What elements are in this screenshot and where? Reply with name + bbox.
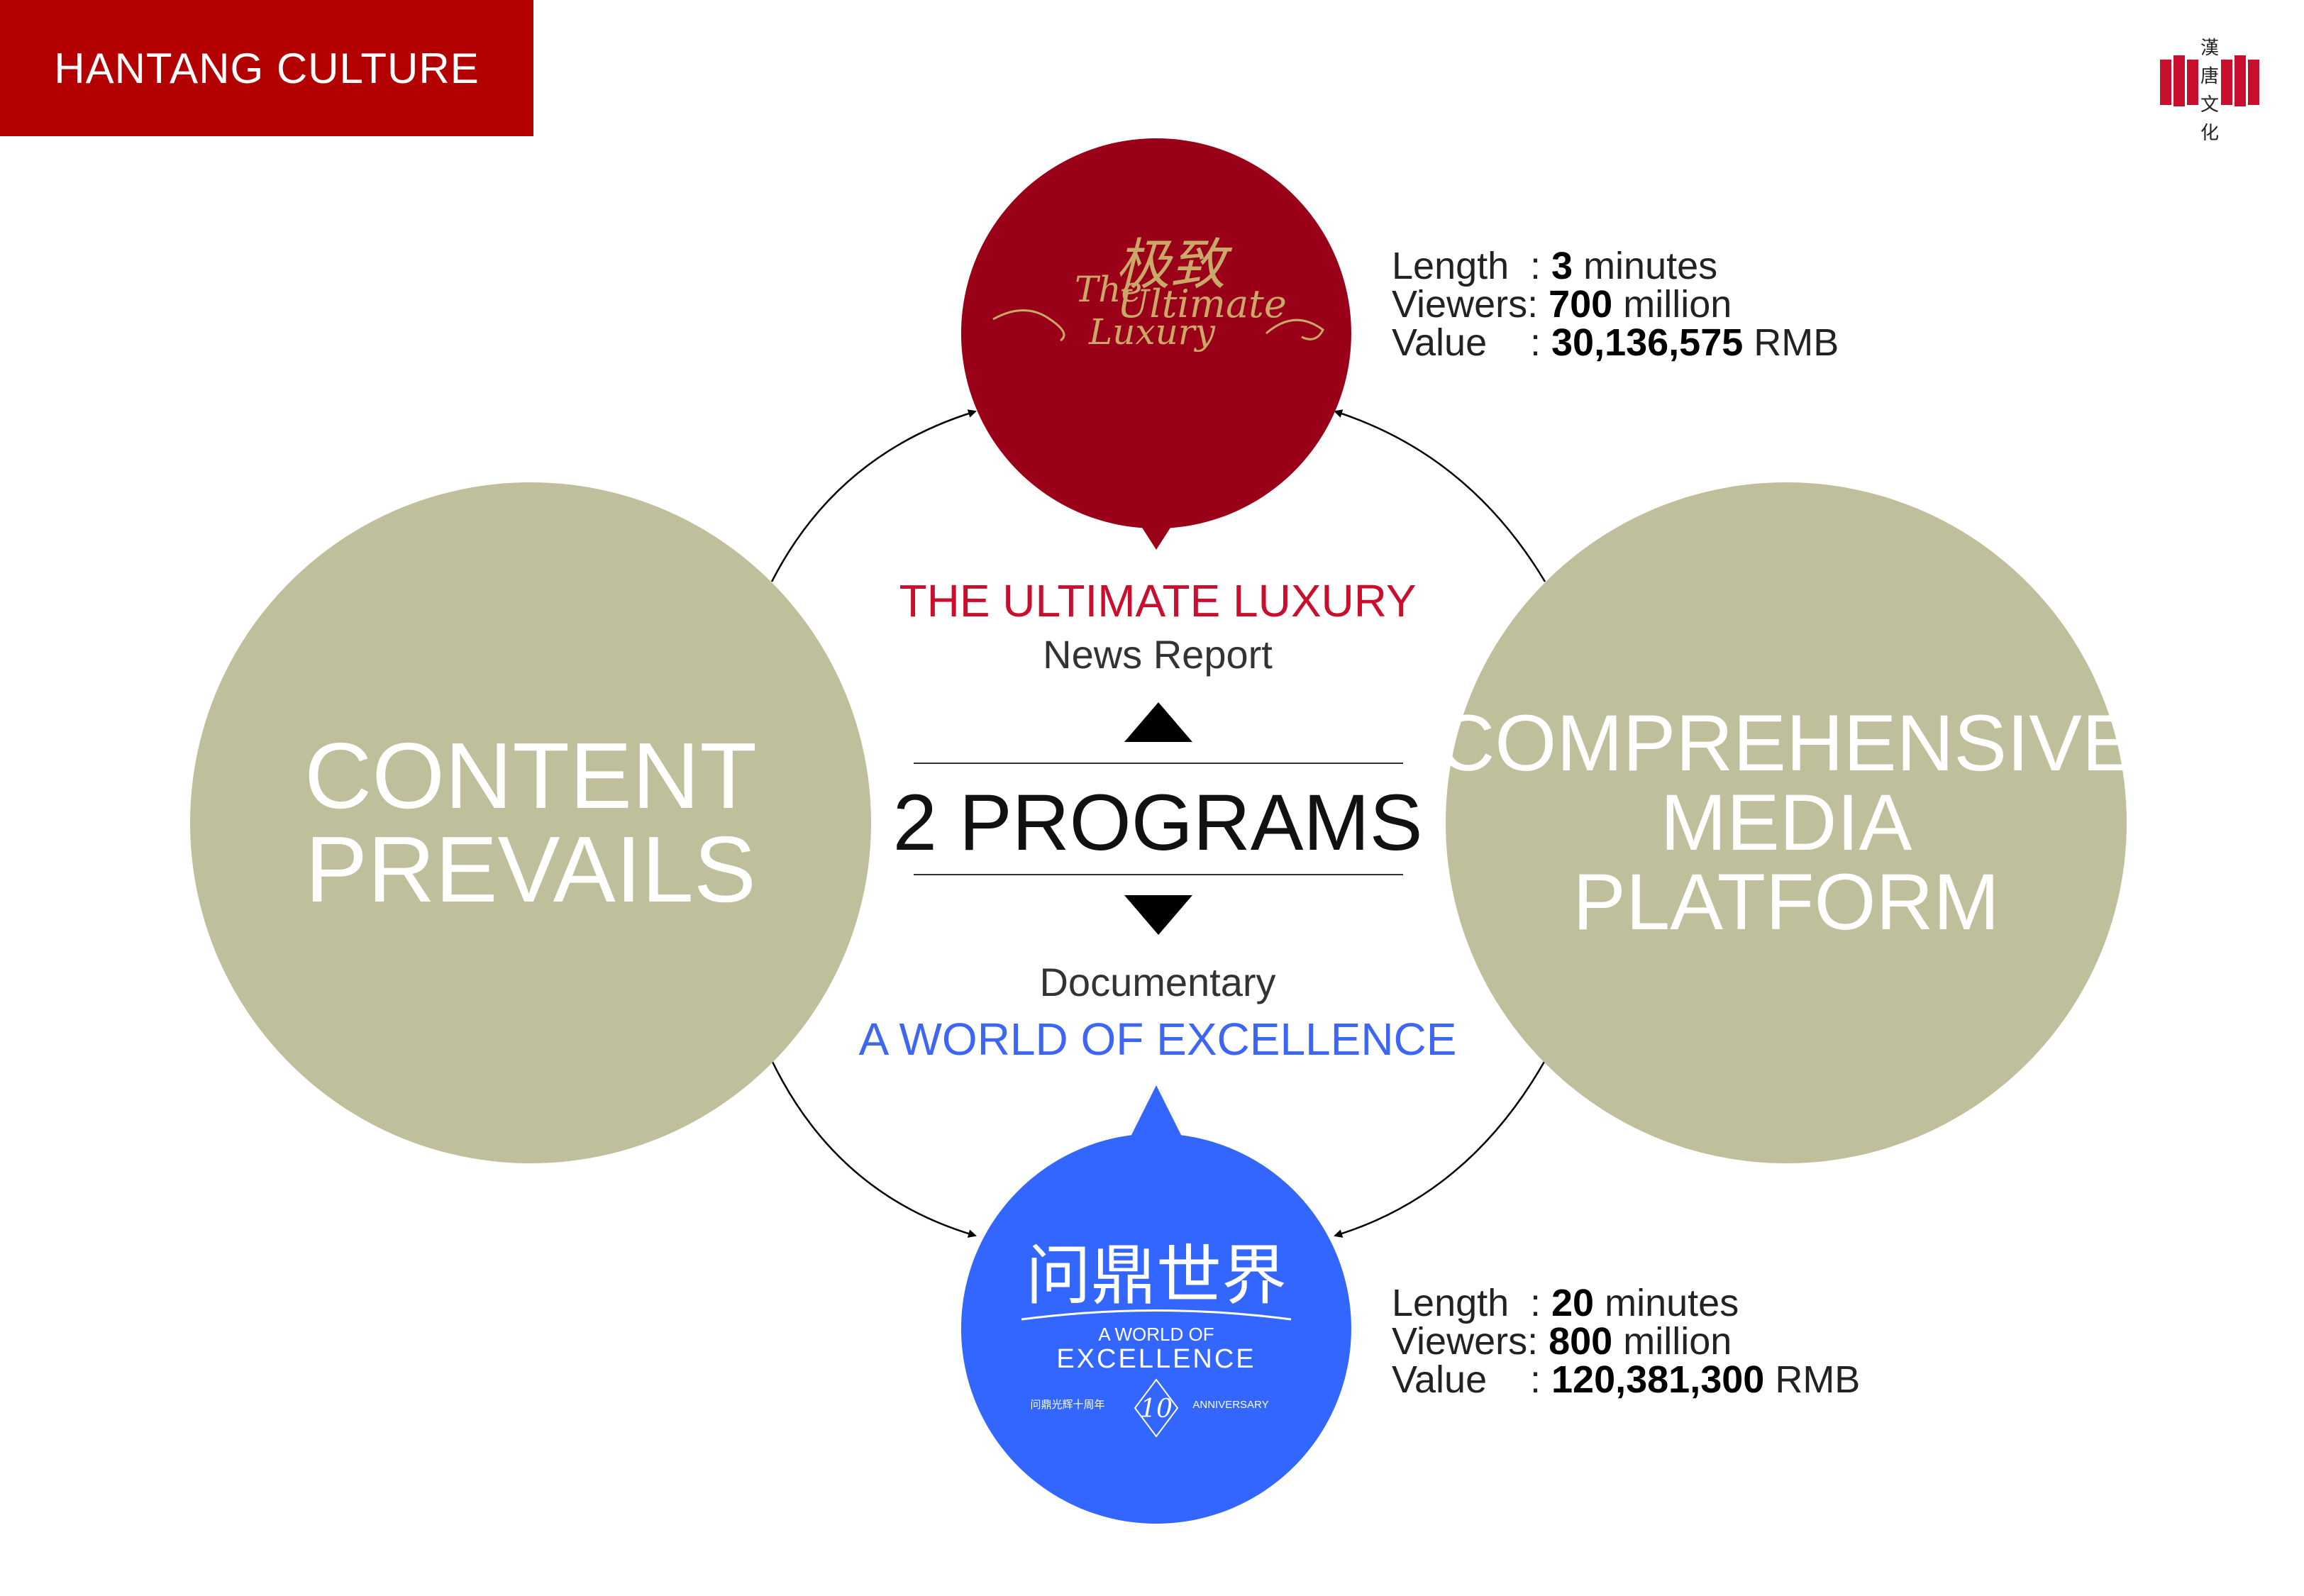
divider-bottom <box>914 874 1403 875</box>
stat-viewers-label: Viewers: <box>1392 283 1539 326</box>
stat-length-unit: minutes <box>1605 1282 1739 1324</box>
media-platform-circle: COMPREHENSIVE MEDIA PLATFORM <box>1437 482 2135 1163</box>
left-circle-line2: PREVAILS <box>305 817 756 921</box>
two-programs-headline: 2 PROGRAMS <box>892 778 1423 867</box>
stat-viewers-label: Viewers: <box>1392 1320 1539 1363</box>
stat-viewers-row: Viewers: 800 million <box>1392 1322 1860 1361</box>
excellence-logo-en2: EXCELLENCE <box>1056 1344 1256 1374</box>
triangle-down-icon <box>1124 895 1192 935</box>
content-prevails-circle: CONTENT PREVAILS <box>190 482 871 1163</box>
hantang-logo-icon: 漢 唐 文 化 <box>2160 38 2259 144</box>
stat-viewers-unit: million <box>1623 1320 1732 1363</box>
arc-right-bottom <box>1334 1060 1546 1238</box>
stat-viewers-row: Viewers: 700 million <box>1392 285 1839 323</box>
news-report-label: News Report <box>1043 632 1273 677</box>
luxury-logo-en2: Ultimate <box>1117 282 1287 326</box>
stat-value-row: Value: 120,381,300 RMB <box>1392 1358 1861 1401</box>
right-circle-line2: MEDIA <box>1660 778 1912 867</box>
excellence-logo-cn: 问鼎世界 <box>1026 1238 1287 1314</box>
documentary-label: Documentary <box>1039 960 1276 1004</box>
stat-length-label: Length <box>1392 1282 1510 1324</box>
svg-text:文: 文 <box>2200 94 2219 116</box>
excellence-footer-num: 10 <box>1140 1395 1173 1424</box>
stat-value-value: 120,381,300 <box>1551 1358 1765 1401</box>
world-excellence-title: A WORLD OF EXCELLENCE <box>858 1014 1457 1065</box>
svg-text:唐: 唐 <box>2200 66 2219 87</box>
stat-length-value: 3 <box>1551 245 1573 287</box>
stat-value-value: 30,136,575 <box>1551 321 1744 364</box>
stat-viewers-unit: million <box>1623 283 1732 326</box>
arc-right-top <box>1334 409 1546 582</box>
stats-bottom: Length: 20 minutes Viewers: 800 million … <box>1392 1284 1860 1399</box>
brand-label: HANTANG CULTURE <box>54 44 480 92</box>
stat-length-value: 20 <box>1551 1282 1595 1324</box>
arc-left-top <box>770 409 977 582</box>
stat-length-row: Length: 20 minutes <box>1392 1282 1739 1324</box>
stats-top: Length: 3 minutes Viewers: 700 million V… <box>1392 247 1839 362</box>
stat-viewers-value: 800 <box>1549 1320 1613 1363</box>
luxury-logo-cn: 极致 <box>1115 233 1233 297</box>
excellence-footer-cn: 问鼎光辉十周年 <box>1030 1398 1104 1411</box>
triangle-up-icon <box>1124 702 1192 742</box>
world-excellence-logo-icon: 问鼎世界 A WORLD OF EXCELLENCE 问鼎光辉十周年 10 AN… <box>1021 1238 1292 1438</box>
stat-length-label: Length <box>1392 245 1510 287</box>
right-circle-line3: PLATFORM <box>1573 858 2000 946</box>
stat-value-unit: RMB <box>1754 321 1839 364</box>
brand-bar: HANTANG CULTURE <box>0 0 533 136</box>
stat-value-label: Value <box>1392 321 1488 364</box>
stat-value-row: Value: 30,136,575 RMB <box>1392 321 1839 364</box>
excellence-footer-en: ANNIVERSARY <box>1192 1399 1268 1411</box>
ultimate-luxury-title: THE ULTIMATE LUXURY <box>899 575 1417 626</box>
stat-length-unit: minutes <box>1583 245 1718 287</box>
stat-viewers-value: 700 <box>1549 283 1613 326</box>
divider-top <box>914 763 1403 764</box>
excellence-logo-en1: A WORLD OF <box>1098 1324 1214 1345</box>
svg-text:漢: 漢 <box>2200 38 2219 59</box>
ultimate-luxury-logo-icon: 极致 The Ultimate Luxury <box>992 233 1324 353</box>
left-circle-line1: CONTENT <box>304 724 757 828</box>
svg-text:化: 化 <box>2200 123 2219 144</box>
stat-value-label: Value <box>1392 1358 1488 1401</box>
right-circle-line1: COMPREHENSIVE <box>1437 699 2135 787</box>
arc-left-bottom <box>770 1060 977 1238</box>
luxury-logo-en3: Luxury <box>1088 311 1216 353</box>
ultimate-luxury-bubble: 极致 The Ultimate Luxury <box>960 138 1351 550</box>
stat-value-unit: RMB <box>1775 1358 1861 1401</box>
luxury-logo-en1: The <box>1075 269 1142 310</box>
world-excellence-bubble: 问鼎世界 A WORLD OF EXCELLENCE 问鼎光辉十周年 10 AN… <box>960 1085 1351 1524</box>
stat-length-row: Length: 3 minutes <box>1392 245 1718 287</box>
